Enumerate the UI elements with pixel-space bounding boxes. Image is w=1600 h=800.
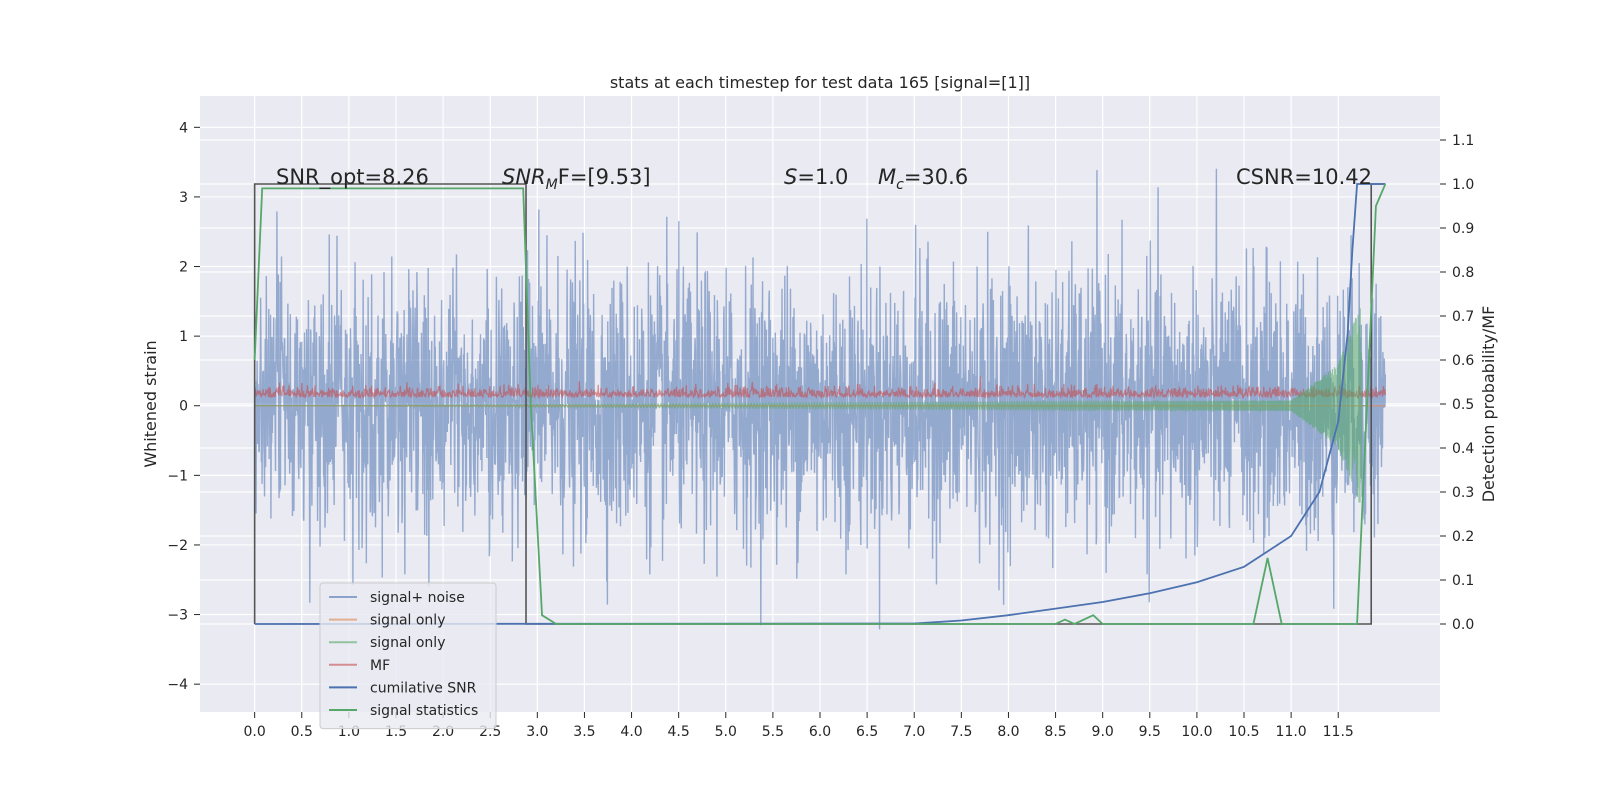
y-right-tick-label: 1.1 [1452, 133, 1474, 149]
annotation-snr-mf-part-b: F=[9.53] [558, 165, 651, 189]
y-right-tick-label: 1.0 [1452, 177, 1474, 193]
x-tick-label: 4.0 [620, 724, 642, 740]
y-tick-label: 4 [179, 120, 188, 136]
legend-item: signal+ noise [329, 590, 465, 606]
legend-item: MF [329, 658, 390, 674]
annotation-s: S=1.0 [784, 165, 848, 189]
series-signal-statistics [253, 183, 1387, 625]
series-signal-plus-noise [253, 168, 1387, 630]
y-right-tick-label: 0.7 [1452, 309, 1474, 325]
legend-label: signal+ noise [370, 590, 465, 606]
y-right-tick-label: 0.9 [1452, 221, 1474, 237]
annotation-mc-sub: c [896, 177, 904, 193]
y-axis-right-label: Detection probability/MF [1479, 306, 1498, 503]
annotation-mc-part-a: M [878, 165, 896, 189]
x-tick-label: 11.5 [1323, 724, 1354, 740]
y-right-tick-label: 0.6 [1452, 353, 1474, 369]
y-tick-label: 2 [179, 260, 188, 276]
plot-area [253, 168, 1387, 630]
x-tick-label: 9.0 [1092, 724, 1114, 740]
y-right-tick-label: 0.0 [1452, 617, 1474, 633]
x-tick-label: 7.5 [950, 724, 972, 740]
y-tick-label: −4 [167, 677, 188, 693]
data-layer [253, 168, 1387, 630]
x-tick-label: 5.5 [762, 724, 784, 740]
legend-item: signal only [329, 613, 445, 629]
annotation-snr-mf-sub: M [546, 177, 558, 193]
x-tick-label: 10.0 [1181, 724, 1212, 740]
annotation-csnr: CSNR=10.42 [1236, 165, 1372, 189]
annotation-mc: Mc=30.6 [878, 165, 968, 193]
series-mf [254, 376, 1386, 400]
x-tick-label: 6.5 [856, 724, 878, 740]
legend-label: signal only [370, 635, 445, 651]
axes: 0.0 0.5 1.0 1.5 2.0 2.5 3.0 3.5 4.0 4.5 5.0 5.5 6.0 6… [167, 120, 1474, 740]
x-tick-label: 3.5 [573, 724, 595, 740]
y-tick-label: 3 [179, 190, 188, 206]
x-tick-label: 4.5 [668, 724, 690, 740]
legend-item: signal statistics [329, 703, 478, 719]
x-tick-label: 8.0 [997, 724, 1019, 740]
annotation-snr-opt: SNR_opt=8.26 [276, 165, 429, 190]
legend-label: signal statistics [370, 703, 478, 719]
y-tick-label: −2 [167, 538, 188, 554]
x-tick-label: 11.0 [1276, 724, 1307, 740]
y-tick-label: −3 [167, 608, 188, 624]
x-tick-label: 10.5 [1228, 724, 1259, 740]
x-tick-label: 0.0 [244, 724, 266, 740]
y-right-tick-label: 0.5 [1452, 397, 1474, 413]
annotation-s-part-a: S [784, 165, 797, 189]
x-tick-label: 7.0 [903, 724, 925, 740]
annotation-snr-mf: SNRMF=[9.53] [502, 165, 651, 193]
y-right-tick-label: 0.8 [1452, 265, 1474, 281]
legend-label: MF [370, 658, 390, 674]
legend-label: signal only [370, 613, 445, 629]
y-right-tick-label: 0.4 [1452, 441, 1474, 457]
legend: signal+ noise signal only signal only MF cum… [319, 582, 497, 730]
x-tick-label: 5.0 [715, 724, 737, 740]
annotation-s-part-b: =1.0 [797, 165, 848, 189]
y-tick-label: 0 [179, 399, 188, 415]
x-tick-label: 3.0 [526, 724, 548, 740]
y-right-tick-label: 0.1 [1452, 573, 1474, 589]
legend-item: signal only [329, 635, 445, 651]
legend-box [319, 582, 497, 730]
annotation-snr-mf-part-a: SNR [502, 165, 546, 189]
x-tick-label: 6.0 [809, 724, 831, 740]
x-tick-label: 8.5 [1044, 724, 1066, 740]
x-tick-label: 0.5 [291, 724, 313, 740]
y-tick-label: −1 [167, 468, 188, 484]
y-right-tick-label: 0.3 [1452, 485, 1474, 501]
series-signal-only-green [254, 308, 1367, 503]
y-right-tick-label: 0.2 [1452, 529, 1474, 545]
annotation-mc-part-b: =30.6 [904, 165, 968, 189]
chart-title: stats at each timestep for test data 165… [610, 73, 1030, 92]
legend-item: cumilative SNR [329, 680, 477, 696]
legend-label: cumilative SNR [370, 680, 477, 696]
x-tick-label: 9.5 [1139, 724, 1161, 740]
y-tick-label: 1 [179, 329, 188, 345]
y-axis-label: Whitened strain [141, 340, 160, 467]
series-cumilative-snr [254, 183, 1386, 625]
